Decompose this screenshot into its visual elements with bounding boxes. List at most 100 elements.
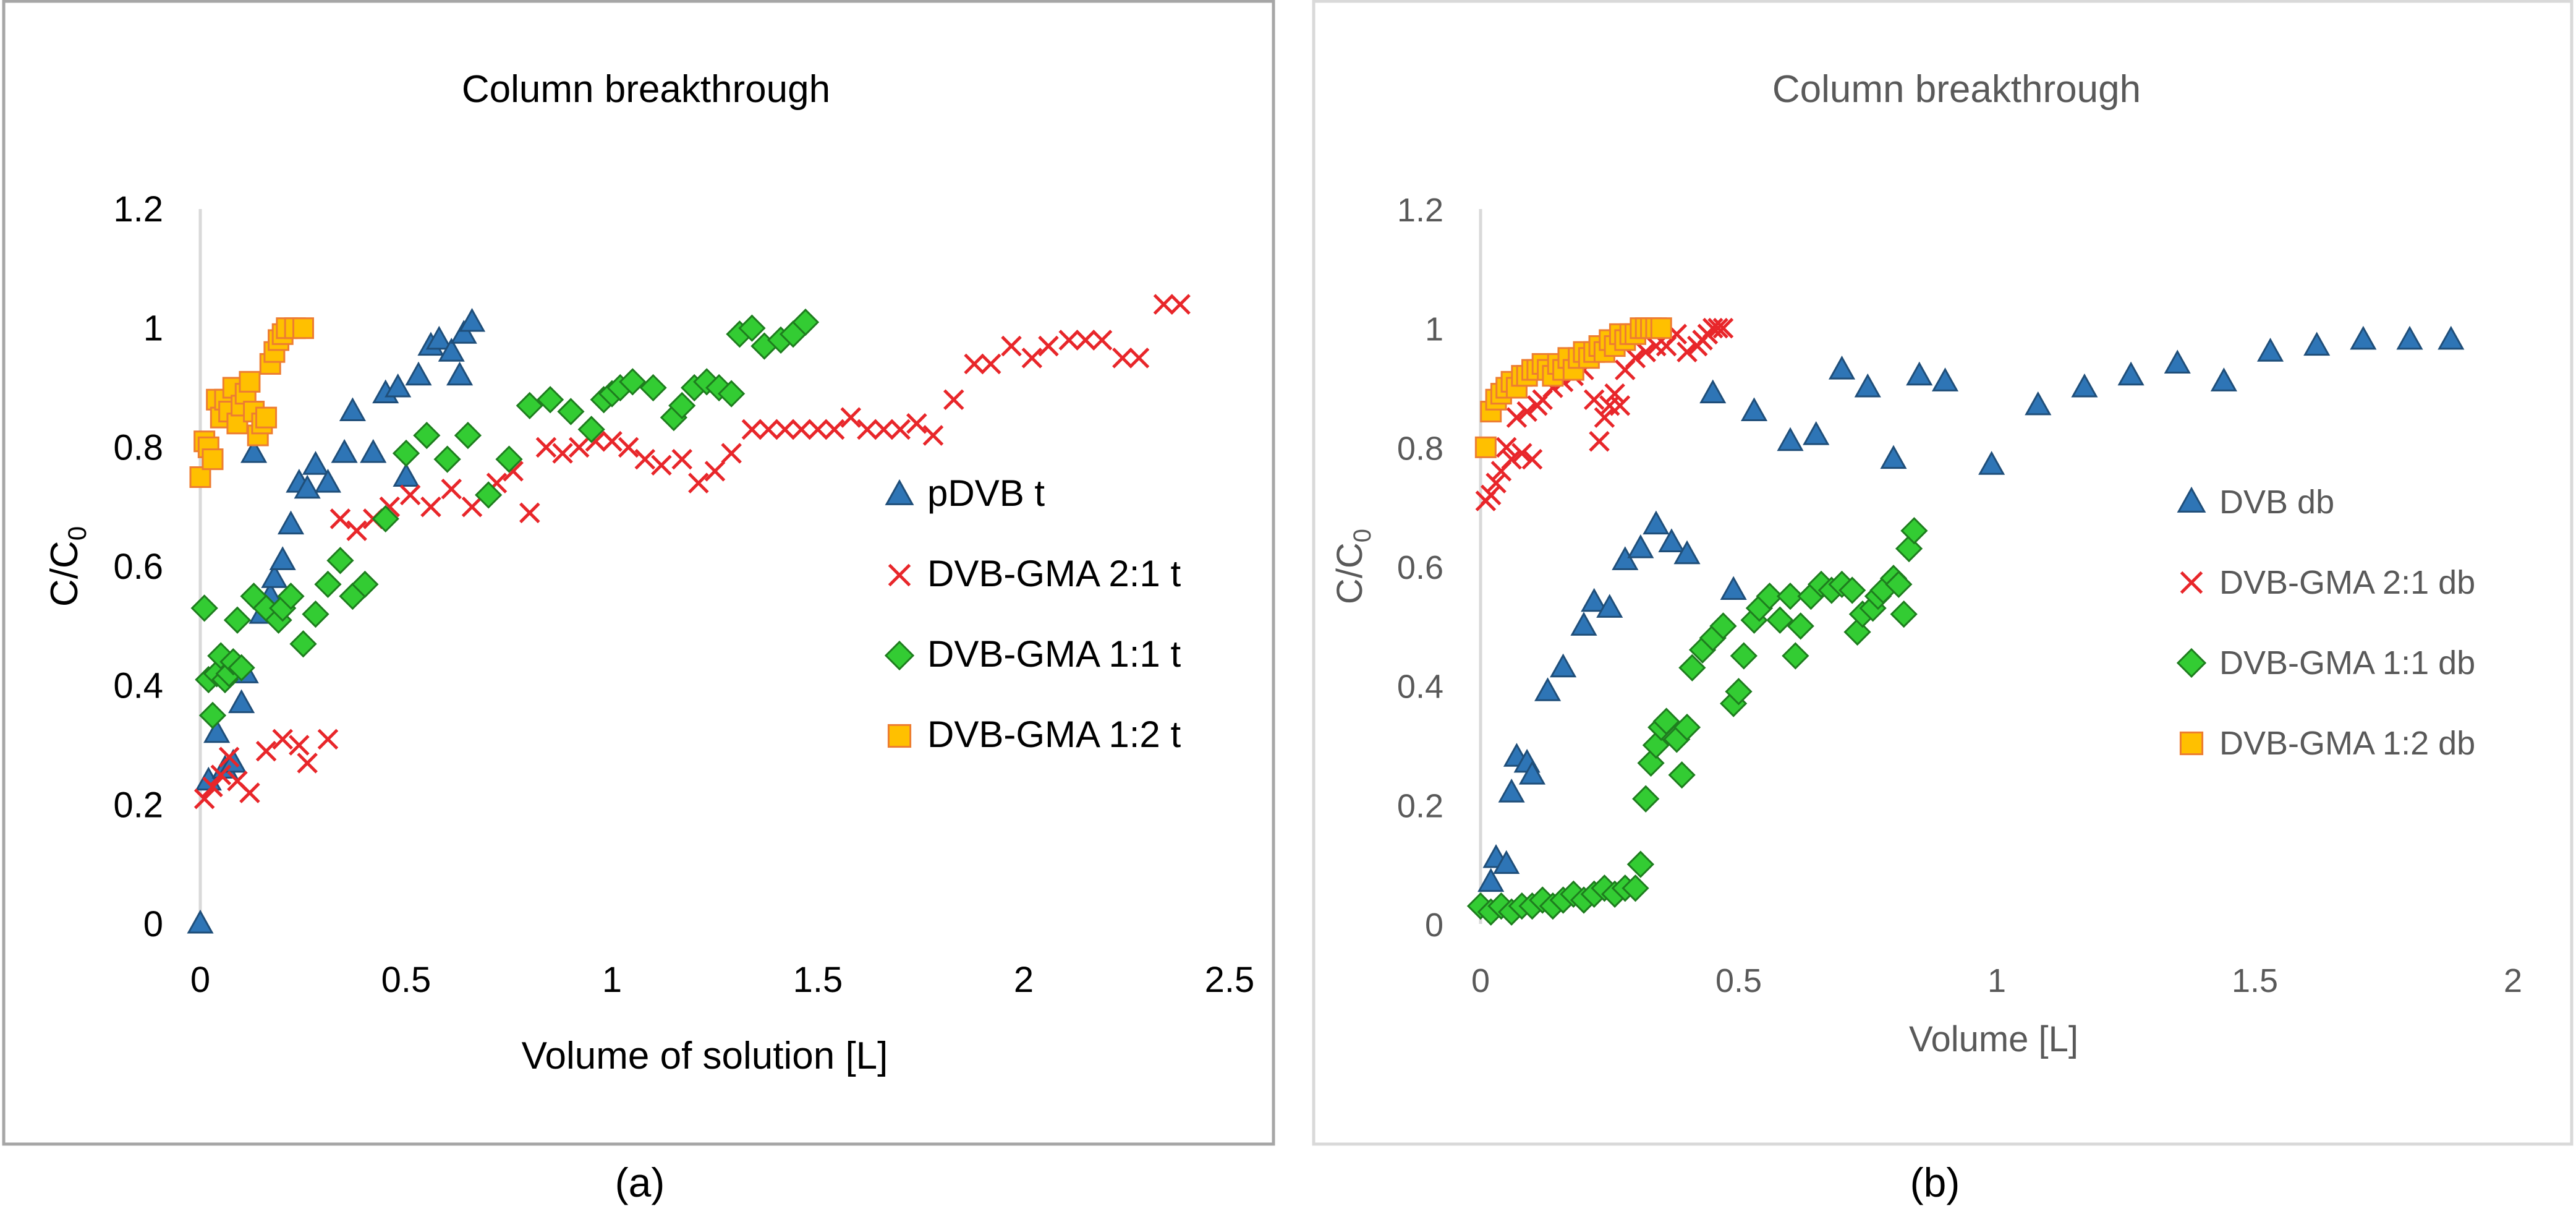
data-point	[922, 425, 944, 446]
data-point	[277, 583, 305, 610]
y-tick-label: 0.6	[1397, 549, 1443, 586]
data-point	[1720, 576, 1747, 600]
legend-marker	[2176, 647, 2207, 678]
data-point	[1038, 335, 1059, 357]
data-point	[1632, 785, 1660, 813]
data-point	[651, 455, 672, 476]
data-point	[198, 701, 227, 729]
data-point	[1658, 528, 1685, 552]
x-tick-labels-a: 0 0.5 1 1.5 2 2.5	[190, 960, 1254, 1000]
data-point	[1776, 583, 1804, 610]
data-point	[1880, 445, 1907, 469]
data-point	[1766, 606, 1794, 634]
data-point	[261, 564, 288, 588]
data-point	[1707, 317, 1728, 339]
x-tick-label: 1	[1987, 962, 2006, 999]
y-axis-label-b: C/C0	[1330, 529, 1376, 604]
data-point	[577, 416, 605, 443]
data-point	[943, 389, 964, 411]
x-tick-label: 1	[602, 960, 622, 1000]
y-tick-labels-a: 0 0.2 0.4 0.6 0.8 1 1.2	[113, 189, 163, 944]
data-point	[741, 419, 763, 440]
data-point	[1570, 612, 1597, 636]
data-point	[1673, 713, 1701, 741]
y-axis-label-a-main: C/C	[43, 540, 86, 607]
data-point	[536, 386, 564, 414]
x-tick-label: 2	[2504, 962, 2522, 999]
data-point	[351, 570, 379, 599]
legend-label: DVB-GMA 2:1 db	[2219, 564, 2475, 601]
data-point	[1740, 397, 1768, 422]
data-point	[227, 654, 255, 682]
data-point	[1931, 367, 1959, 391]
data-point	[1495, 437, 1517, 458]
y-axis-label-a-sub: 0	[62, 526, 91, 540]
data-point	[461, 496, 483, 518]
data-point	[1534, 677, 1562, 701]
data-point	[1091, 330, 1113, 351]
data-point	[557, 398, 585, 425]
data-point	[1730, 642, 1758, 670]
data-point	[1612, 546, 1639, 570]
legend-label: DVB-GMA 1:1 t	[927, 633, 1181, 675]
x-tick-label: 0	[190, 960, 210, 1000]
data-point	[1058, 330, 1080, 351]
data-point	[393, 463, 420, 487]
data-point	[1900, 517, 1928, 545]
data-point	[346, 520, 367, 541]
series-square	[1474, 317, 1672, 458]
x-tick-label: 0.5	[1715, 962, 1762, 999]
data-point	[1609, 395, 1631, 416]
data-point	[634, 448, 656, 470]
data-point	[1112, 348, 1133, 369]
data-point	[857, 419, 878, 440]
data-point	[1626, 850, 1654, 878]
data-point	[1885, 570, 1913, 599]
data-point	[1581, 588, 1608, 612]
data-point	[1506, 407, 1528, 428]
data-point	[1906, 361, 1933, 386]
data-point	[1511, 443, 1532, 464]
data-point	[2071, 373, 2098, 398]
data-series-a	[187, 294, 1191, 934]
data-point	[277, 510, 305, 535]
y-axis-label-b-main: C/C	[1330, 542, 1370, 604]
series-square	[189, 317, 314, 488]
y-tick-labels-b: 0 0.2 0.4 0.6 0.8 1 1.2	[1397, 192, 1443, 944]
chart-title-b: Column breakthrough	[1772, 68, 2141, 111]
data-point	[671, 448, 692, 470]
data-point	[1652, 707, 1680, 735]
series-diamond	[190, 308, 820, 729]
chart-title-a: Column breakthrough	[462, 68, 830, 111]
data-point	[289, 630, 317, 658]
data-point	[326, 547, 354, 575]
data-point	[1128, 348, 1150, 369]
data-point	[980, 353, 1001, 375]
y-axis-label-b-sub: 0	[1349, 529, 1376, 542]
data-point	[1075, 330, 1096, 351]
data-point	[668, 391, 696, 420]
data-point	[1854, 373, 1881, 398]
series-x	[193, 294, 1191, 810]
x-tick-label: 1.5	[793, 960, 843, 1000]
data-point	[239, 782, 260, 803]
data-point	[1787, 612, 1814, 640]
chart-frame-a	[2, 0, 1275, 1146]
data-point	[791, 308, 820, 336]
y-tick-label: 0.4	[113, 666, 163, 706]
data-point	[1498, 778, 1525, 803]
data-point	[2210, 367, 2237, 391]
data-point	[1001, 335, 1022, 357]
legend-marker	[2177, 486, 2206, 513]
data-point	[1677, 341, 1698, 362]
x-tick-label: 0	[1471, 962, 1490, 999]
data-point	[552, 443, 573, 464]
y-tick-label: 1	[143, 309, 163, 349]
data-point	[1777, 427, 1804, 451]
data-point	[438, 338, 465, 362]
y-tick-label: 0.4	[1397, 669, 1443, 706]
data-point	[873, 419, 895, 440]
y-tick-label: 0.2	[113, 785, 163, 825]
x-axis-label-b: Volume [L]	[1909, 1019, 2078, 1059]
